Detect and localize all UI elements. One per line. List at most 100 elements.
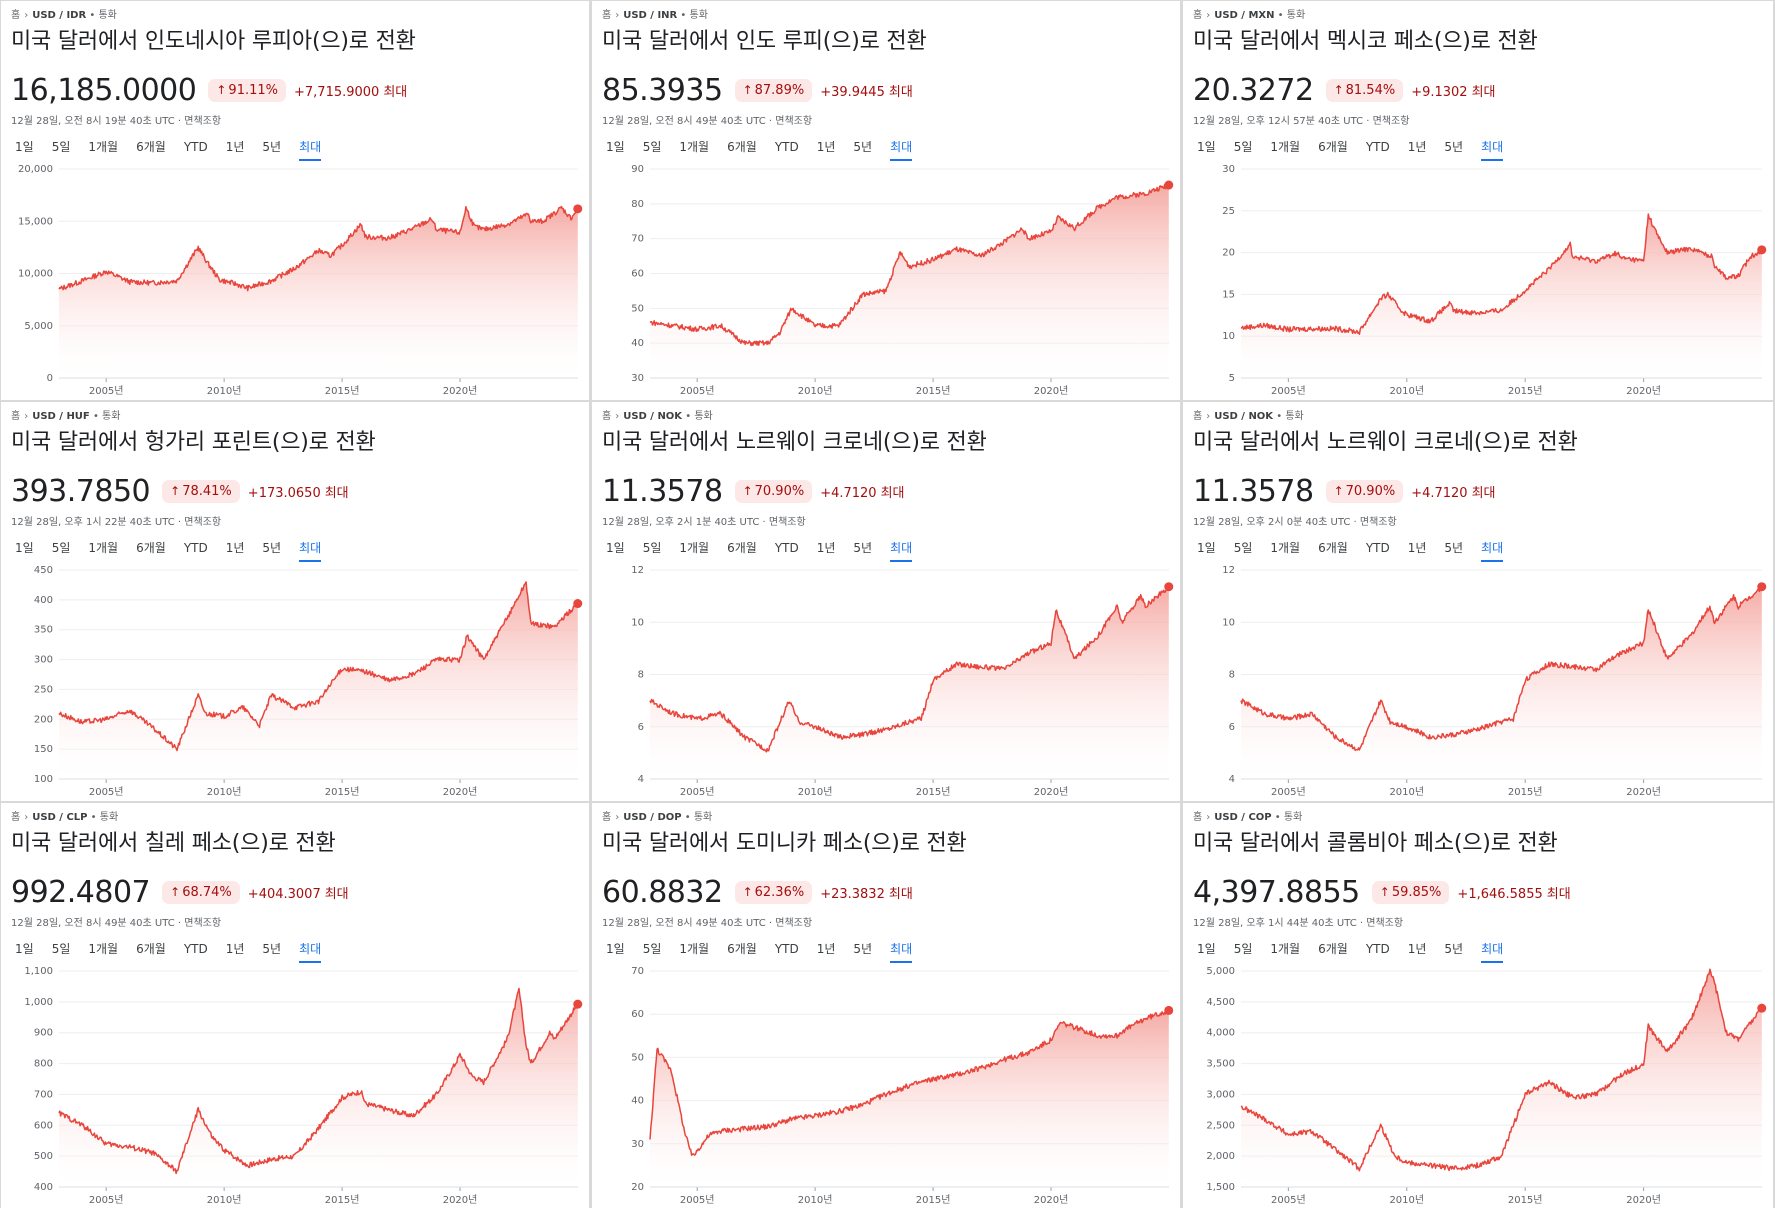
tab-range-2[interactable]: 1개월	[679, 541, 710, 555]
breadcrumb-home[interactable]: 홈	[602, 10, 612, 21]
tab-range-1[interactable]: 5일	[642, 541, 662, 555]
tab-range-6[interactable]: 5년	[262, 942, 282, 956]
currency-pair[interactable]: USD / MXN	[1214, 10, 1275, 21]
tab-range-3[interactable]: 6개월	[136, 140, 166, 154]
tab-range-5[interactable]: 1년	[816, 942, 836, 956]
tab-range-6[interactable]: 5년	[262, 140, 282, 154]
tab-range-0[interactable]: 1일	[15, 140, 34, 154]
tab-range-1[interactable]: 5일	[51, 541, 71, 555]
currency-pair[interactable]: USD / DOP	[623, 812, 682, 823]
tab-range-1[interactable]: 5일	[642, 942, 662, 956]
currency-pair[interactable]: USD / NOK	[1214, 411, 1274, 422]
tab-range-7[interactable]: 최대	[890, 138, 913, 161]
tab-range-1[interactable]: 5일	[642, 140, 662, 154]
tab-range-5[interactable]: 1년	[225, 541, 245, 555]
tab-range-0[interactable]: 1일	[606, 942, 625, 956]
x-tick-label: 2015년	[325, 385, 360, 397]
tab-range-1[interactable]: 5일	[51, 942, 71, 956]
breadcrumb-home[interactable]: 홈	[1193, 10, 1203, 21]
tab-range-0[interactable]: 1일	[606, 140, 625, 154]
tab-range-4[interactable]: YTD	[183, 942, 208, 956]
tab-range-5[interactable]: 1년	[225, 140, 245, 154]
tab-range-5[interactable]: 1년	[1407, 942, 1427, 956]
y-tick-label: 450	[34, 565, 53, 576]
tab-range-0[interactable]: 1일	[606, 541, 625, 555]
tab-range-6[interactable]: 5년	[1444, 541, 1464, 555]
x-tick-label: 2010년	[1389, 1194, 1424, 1206]
tab-range-2[interactable]: 1개월	[679, 942, 710, 956]
tab-range-5[interactable]: 1년	[1407, 541, 1427, 555]
tab-range-6[interactable]: 5년	[853, 140, 873, 154]
tab-range-3[interactable]: 6개월	[136, 942, 166, 956]
breadcrumb-home[interactable]: 홈	[1193, 411, 1203, 422]
tab-range-1[interactable]: 5일	[1233, 541, 1253, 555]
tab-range-4[interactable]: YTD	[1365, 140, 1390, 154]
breadcrumb-home[interactable]: 홈	[11, 411, 21, 422]
tab-range-0[interactable]: 1일	[15, 541, 34, 555]
tab-range-2[interactable]: 1개월	[1270, 541, 1301, 555]
tab-range-1[interactable]: 5일	[1233, 942, 1253, 956]
tab-range-7[interactable]: 최대	[299, 940, 322, 963]
currency-pair[interactable]: USD / INR	[623, 10, 678, 21]
tab-range-2[interactable]: 1개월	[679, 140, 710, 154]
tab-range-0[interactable]: 1일	[1197, 541, 1216, 555]
tab-range-6[interactable]: 5년	[853, 541, 873, 555]
tab-range-1[interactable]: 5일	[51, 140, 71, 154]
breadcrumb-home[interactable]: 홈	[11, 10, 21, 21]
tab-range-4[interactable]: YTD	[183, 140, 208, 154]
tab-range-6[interactable]: 5년	[1444, 140, 1464, 154]
breadcrumb-home[interactable]: 홈	[11, 812, 21, 823]
change-period: 최대	[880, 486, 905, 501]
tab-range-3[interactable]: 6개월	[727, 140, 757, 154]
breadcrumb: 홈 › USD / INR • 통화	[602, 6, 708, 21]
tab-range-0[interactable]: 1일	[1197, 140, 1216, 154]
tab-range-4[interactable]: YTD	[774, 140, 799, 154]
tab-range-6[interactable]: 5년	[853, 942, 873, 956]
tab-range-4[interactable]: YTD	[1365, 541, 1390, 555]
tab-range-3[interactable]: 6개월	[727, 541, 757, 555]
tab-range-5[interactable]: 1년	[816, 541, 836, 555]
tab-range-0[interactable]: 1일	[15, 942, 34, 956]
tab-range-2[interactable]: 1개월	[88, 942, 119, 956]
tab-range-7[interactable]: 최대	[299, 539, 322, 562]
tab-range-4[interactable]: YTD	[774, 541, 799, 555]
breadcrumb-home[interactable]: 홈	[602, 411, 612, 422]
tab-range-6[interactable]: 5년	[262, 541, 282, 555]
tab-range-7[interactable]: 최대	[1481, 138, 1504, 161]
change-period: 최대	[1546, 887, 1571, 902]
breadcrumb-home[interactable]: 홈	[602, 812, 612, 823]
tab-range-7[interactable]: 최대	[890, 940, 913, 963]
series-area	[1241, 969, 1762, 1187]
tab-range-3[interactable]: 6개월	[136, 541, 166, 555]
currency-pair[interactable]: USD / IDR	[32, 10, 87, 21]
tab-range-3[interactable]: 6개월	[1318, 541, 1348, 555]
tab-range-5[interactable]: 1년	[816, 140, 836, 154]
breadcrumb-kind: 통화	[98, 10, 117, 21]
tab-range-5[interactable]: 1년	[225, 942, 245, 956]
tab-range-4[interactable]: YTD	[1365, 942, 1390, 956]
tab-range-7[interactable]: 최대	[1481, 539, 1504, 562]
tab-range-1[interactable]: 5일	[1233, 140, 1253, 154]
x-tick-label: 2010년	[798, 385, 833, 397]
tab-range-3[interactable]: 6개월	[727, 942, 757, 956]
tab-range-7[interactable]: 최대	[299, 138, 322, 161]
x-tick-label: 2015년	[1508, 786, 1543, 798]
currency-pair[interactable]: USD / CLP	[32, 812, 88, 823]
tab-range-2[interactable]: 1개월	[1270, 140, 1301, 154]
tab-range-2[interactable]: 1개월	[88, 140, 119, 154]
currency-pair[interactable]: USD / COP	[1214, 812, 1272, 823]
tab-range-6[interactable]: 5년	[1444, 942, 1464, 956]
tab-range-4[interactable]: YTD	[183, 541, 208, 555]
tab-range-4[interactable]: YTD	[774, 942, 799, 956]
tab-range-7[interactable]: 최대	[890, 539, 913, 562]
tab-range-3[interactable]: 6개월	[1318, 942, 1348, 956]
tab-range-0[interactable]: 1일	[1197, 942, 1216, 956]
breadcrumb-home[interactable]: 홈	[1193, 812, 1203, 823]
currency-pair[interactable]: USD / HUF	[32, 411, 90, 422]
tab-range-2[interactable]: 1개월	[88, 541, 119, 555]
currency-pair[interactable]: USD / NOK	[623, 411, 683, 422]
tab-range-7[interactable]: 최대	[1481, 940, 1504, 963]
tab-range-5[interactable]: 1년	[1407, 140, 1427, 154]
tab-range-3[interactable]: 6개월	[1318, 140, 1348, 154]
tab-range-2[interactable]: 1개월	[1270, 942, 1301, 956]
